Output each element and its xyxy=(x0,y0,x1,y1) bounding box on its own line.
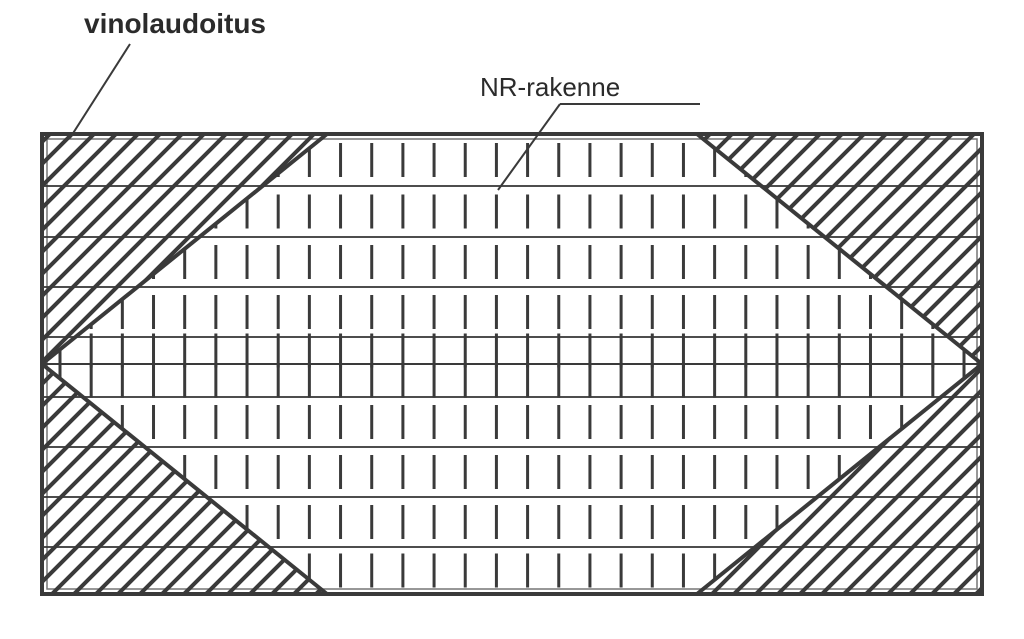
diagram-canvas: vinolaudoitus NR-rakenne xyxy=(0,0,1024,639)
label-vinolaudoitus: vinolaudoitus xyxy=(84,8,266,40)
label-nr-rakenne: NR-rakenne xyxy=(480,72,620,103)
